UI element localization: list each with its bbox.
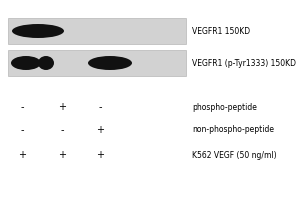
Text: non-phospho-peptide: non-phospho-peptide — [192, 126, 274, 134]
Ellipse shape — [88, 56, 132, 70]
Ellipse shape — [11, 56, 41, 70]
FancyBboxPatch shape — [8, 18, 186, 44]
Text: phospho-peptide: phospho-peptide — [192, 102, 257, 112]
Text: VEGFR1 150KD: VEGFR1 150KD — [192, 26, 250, 36]
FancyBboxPatch shape — [8, 50, 186, 76]
Text: +: + — [58, 102, 66, 112]
Text: VEGFR1 (p-Tyr1333) 150KD: VEGFR1 (p-Tyr1333) 150KD — [192, 58, 296, 68]
Text: -: - — [60, 125, 64, 135]
Text: -: - — [20, 125, 24, 135]
Text: +: + — [58, 150, 66, 160]
Text: -: - — [98, 102, 102, 112]
Ellipse shape — [38, 56, 54, 70]
Text: K562 VEGF (50 ng/ml): K562 VEGF (50 ng/ml) — [192, 150, 277, 160]
Text: -: - — [20, 102, 24, 112]
Ellipse shape — [12, 24, 64, 38]
Text: +: + — [96, 150, 104, 160]
Text: +: + — [96, 125, 104, 135]
Text: +: + — [18, 150, 26, 160]
